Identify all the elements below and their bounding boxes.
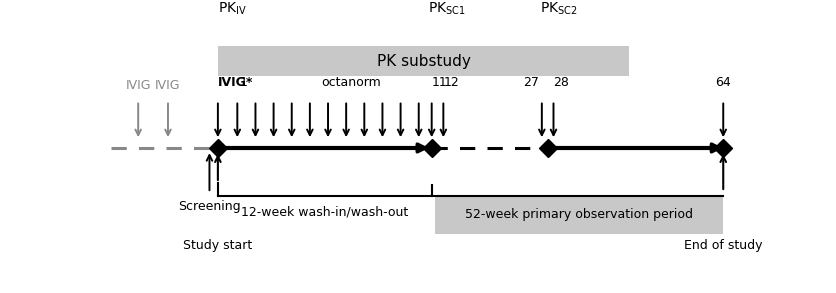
- Text: End of study: End of study: [684, 239, 762, 252]
- Text: 12-week wash-in/wash-out: 12-week wash-in/wash-out: [241, 205, 409, 219]
- Text: 27: 27: [522, 76, 538, 89]
- Text: IVIG: IVIG: [155, 79, 181, 92]
- Text: 64: 64: [716, 76, 732, 89]
- Text: 11: 11: [431, 76, 447, 89]
- Text: IVIG*: IVIG*: [218, 76, 253, 89]
- Text: octanorm: octanorm: [321, 76, 380, 89]
- Text: Study start: Study start: [183, 239, 252, 252]
- Text: Screening: Screening: [178, 200, 241, 213]
- Bar: [435, 195, 723, 234]
- Text: PK$_{\mathregular{IV}}$: PK$_{\mathregular{IV}}$: [218, 1, 247, 17]
- Text: IVIG: IVIG: [125, 79, 151, 92]
- Text: PK substudy: PK substudy: [377, 54, 471, 69]
- Text: PK$_{\mathregular{SC2}}$: PK$_{\mathregular{SC2}}$: [540, 1, 578, 17]
- Text: 52-week primary observation period: 52-week primary observation period: [465, 208, 693, 221]
- Bar: [218, 47, 630, 76]
- Text: 28: 28: [553, 76, 569, 89]
- Text: 12: 12: [443, 76, 459, 89]
- Text: 1: 1: [239, 76, 247, 89]
- Text: PK$_{\mathregular{SC1}}$: PK$_{\mathregular{SC1}}$: [428, 1, 466, 17]
